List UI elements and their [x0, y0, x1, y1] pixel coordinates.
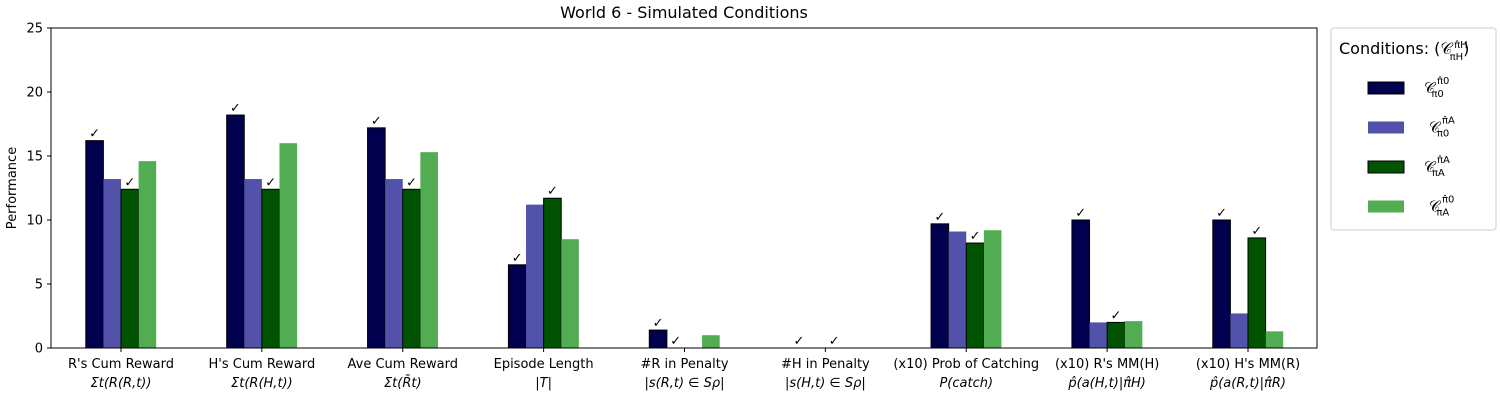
bar — [1124, 321, 1143, 348]
check-mark: ✓ — [934, 210, 945, 225]
bar — [526, 204, 544, 348]
check-mark: ✓ — [512, 251, 523, 266]
legend-swatch — [1368, 200, 1404, 213]
y-tick-label: 0 — [35, 342, 43, 357]
x-tick-label: Ave Cum Reward — [348, 357, 458, 372]
x-tick-sublabel: p̂(a(H,t)|π̂H) — [1067, 376, 1146, 391]
bar — [1106, 321, 1126, 349]
check-mark: ✓ — [1251, 224, 1262, 239]
bar — [85, 140, 104, 349]
bar — [702, 335, 720, 348]
x-tick-label: H's Cum Reward — [208, 357, 315, 372]
bar — [120, 188, 140, 349]
bar — [279, 143, 298, 348]
plot-area: 0 5 10 15 20 25 R's Cum Reward Σt(R(R,t)) ✓ ✓ H's … — [26, 22, 1300, 392]
check-mark: ✓ — [829, 334, 840, 349]
x-tick-label: (x10) H's MM(R) — [1196, 357, 1300, 372]
check-mark: ✓ — [653, 316, 664, 331]
check-mark: ✓ — [670, 334, 681, 349]
check-mark: ✓ — [1075, 206, 1086, 221]
check-mark: ✓ — [89, 127, 100, 142]
bar — [965, 242, 985, 349]
x-tick-label: #H in Penalty — [781, 357, 870, 372]
x-tick-sublabel: |s(H,t) ∈ Sρ| — [785, 376, 866, 391]
bar — [402, 188, 421, 349]
x-tick-label: Episode Length — [494, 357, 594, 372]
bar — [1247, 237, 1267, 349]
legend-swatch — [1367, 81, 1405, 95]
x-tick-label: #R in Penalty — [640, 357, 728, 372]
x-tick-sublabel: Σt(R(R,t)) — [91, 376, 152, 391]
check-mark: ✓ — [547, 184, 558, 199]
check-mark: ✓ — [406, 175, 417, 190]
bar — [561, 239, 579, 348]
bar — [226, 114, 245, 349]
bar — [983, 230, 1002, 348]
legend-title: Conditions: (𝒞 π̂H πH) — [1339, 39, 1469, 63]
x-tick-sublabel: |s(R,t) ∈ Sρ| — [644, 376, 724, 391]
check-mark: ✓ — [124, 175, 135, 190]
bar — [648, 329, 668, 349]
bar — [138, 161, 157, 348]
check-mark: ✓ — [371, 114, 382, 129]
bar — [103, 179, 121, 348]
plot-frame — [50, 27, 1318, 349]
x-tick-sublabel: |T| — [535, 376, 552, 391]
legend-frame — [1330, 27, 1497, 231]
y-tick-label: 10 — [26, 214, 43, 229]
check-mark: ✓ — [230, 101, 241, 116]
bar — [507, 264, 527, 349]
bar — [261, 188, 280, 349]
y-axis-label: Performance — [5, 147, 20, 229]
legend-swatch — [1368, 121, 1404, 134]
check-mark: ✓ — [970, 229, 981, 244]
bar — [948, 231, 967, 348]
x-tick-label: (x10) R's MM(H) — [1055, 357, 1159, 372]
bar — [543, 197, 562, 349]
x-tick-label: R's Cum Reward — [68, 357, 174, 372]
y-tick-label: 15 — [26, 150, 43, 165]
chart-title: World 6 - Simulated Conditions — [560, 3, 808, 22]
x-tick-label: (x10) Prob of Catching — [893, 357, 1039, 372]
bar — [367, 127, 386, 349]
bar — [1212, 219, 1231, 349]
legend-swatch — [1367, 160, 1405, 174]
x-tick-sublabel: Σt(R(H,t)) — [231, 376, 293, 391]
check-mark: ✓ — [1110, 308, 1121, 323]
bar — [1089, 322, 1108, 348]
check-mark: ✓ — [794, 334, 805, 349]
x-tick-sublabel: p̂(a(R,t)|π̂R) — [1209, 376, 1286, 391]
bar — [244, 179, 262, 348]
check-mark: ✓ — [1216, 206, 1227, 221]
bar — [385, 179, 403, 348]
y-tick-label: 5 — [35, 278, 43, 293]
bar — [1071, 219, 1091, 349]
y-tick-label: 25 — [26, 22, 43, 37]
y-tick-label: 20 — [26, 86, 43, 101]
x-tick-sublabel: Σt(R̄t) — [384, 376, 422, 391]
x-tick-sublabel: P(catch) — [939, 376, 993, 391]
bar — [1230, 313, 1248, 348]
check-mark: ✓ — [265, 175, 276, 190]
bar — [1265, 331, 1284, 348]
bar — [420, 152, 438, 348]
bar — [930, 223, 950, 349]
